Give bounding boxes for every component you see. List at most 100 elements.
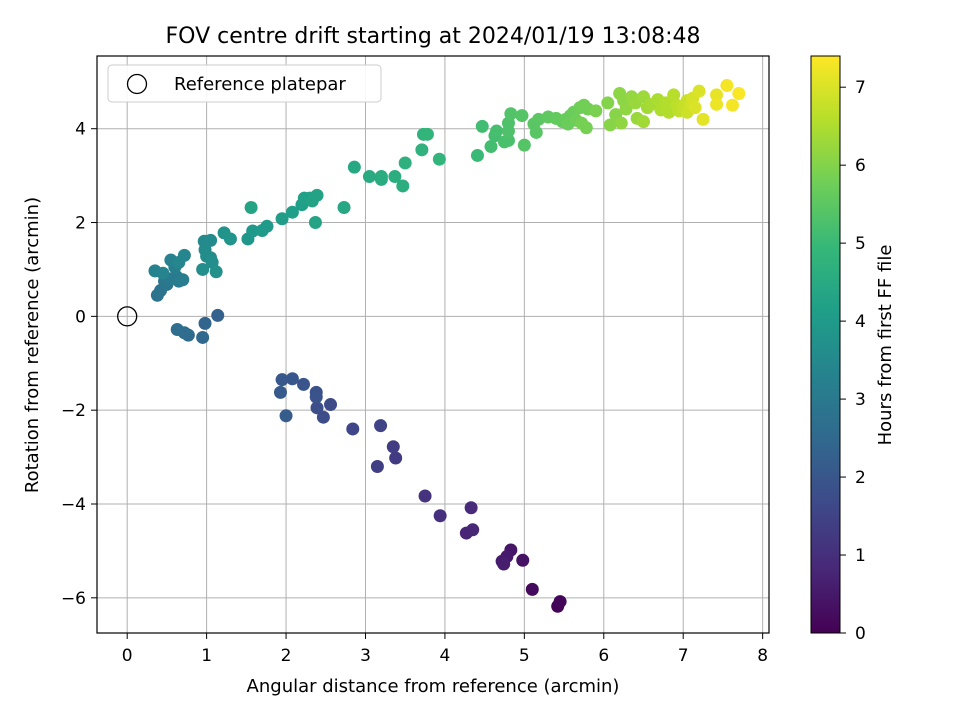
data-point-140 <box>696 112 710 126</box>
data-point-63 <box>285 205 299 219</box>
data-point-93 <box>517 138 531 152</box>
data-point-57 <box>223 232 237 246</box>
x-tick-label-0: 0 <box>122 646 133 666</box>
colorbar-gradient <box>810 55 841 634</box>
x-tick-label-7: 7 <box>678 646 689 666</box>
reference-platepar-marker <box>117 306 138 327</box>
data-point-96 <box>529 125 543 139</box>
data-point-85 <box>484 140 498 154</box>
data-point-11 <box>433 509 447 523</box>
data-point-75 <box>374 170 388 184</box>
data-point-55 <box>209 265 223 279</box>
data-point-20 <box>310 401 324 415</box>
data-point-87 <box>490 124 504 138</box>
data-point-76 <box>388 170 402 184</box>
x-tick-label-4: 4 <box>440 646 451 666</box>
data-point-71 <box>337 201 351 215</box>
data-point-15 <box>370 459 384 473</box>
data-point-16 <box>374 419 388 433</box>
x-axis-label: Angular distance from reference (arcmin) <box>247 676 620 697</box>
data-point-79 <box>415 143 429 157</box>
data-point-138 <box>688 101 702 115</box>
data-point-118 <box>619 102 633 116</box>
data-point-45 <box>156 266 170 280</box>
colorbar-tick-label-0: 0 <box>855 624 866 644</box>
grid-lines <box>97 56 769 633</box>
data-point-61 <box>260 219 274 233</box>
data-point-81 <box>420 127 434 141</box>
y-tick-label-2: 2 <box>75 214 86 234</box>
legend-box <box>107 64 382 103</box>
colorbar: 0 1 2 3 4 5 6 7 Hours from first FF file <box>810 55 896 644</box>
data-point-142 <box>710 97 724 111</box>
data-point-54 <box>196 262 210 276</box>
legend-marker-open-circle <box>126 73 148 95</box>
data-point-62 <box>275 212 289 226</box>
data-point-33 <box>170 322 184 336</box>
colorbar-tick-label-7: 7 <box>855 78 866 98</box>
data-point-117 <box>614 116 628 130</box>
x-tick-label-2: 2 <box>281 646 292 666</box>
chart-title: FOV centre drift starting at 2024/01/19 … <box>166 24 701 49</box>
colorbar-label: Hours from first FF file <box>875 245 896 446</box>
legend: Reference platepar <box>107 64 382 103</box>
data-point-113 <box>603 118 617 132</box>
y-tick-label-0: 0 <box>75 307 86 327</box>
data-point-78 <box>398 156 412 170</box>
data-point-24 <box>285 372 299 386</box>
x-tick-label-3: 3 <box>360 646 371 666</box>
y-tick-label-4: 4 <box>75 120 86 140</box>
data-point-25 <box>275 373 289 387</box>
data-point-77 <box>396 179 410 193</box>
data-point-91 <box>501 124 515 138</box>
y-axis-ticks: −6 −4 −2 0 2 4 <box>61 120 97 609</box>
data-point-143 <box>720 79 734 93</box>
data-point-59 <box>246 224 260 238</box>
data-point-12 <box>418 489 432 503</box>
data-point-92 <box>504 107 518 121</box>
x-tick-label-5: 5 <box>519 646 530 666</box>
data-point-14 <box>386 440 400 454</box>
data-point-19 <box>316 410 330 424</box>
y-axis-label: Rotation from reference (arcmin) <box>22 197 43 493</box>
data-point-84 <box>475 119 489 133</box>
data-point-23 <box>297 377 311 391</box>
colorbar-tick-label-2: 2 <box>855 468 866 488</box>
data-point-73 <box>362 170 376 184</box>
x-tick-label-6: 6 <box>598 646 609 666</box>
colorbar-ticks: 0 1 2 3 4 5 6 7 <box>840 78 866 644</box>
data-point-41 <box>176 273 190 287</box>
data-point-28 <box>211 308 225 322</box>
x-tick-label-1: 1 <box>201 646 212 666</box>
data-point-10 <box>464 501 478 515</box>
data-point-47 <box>177 248 191 262</box>
data-point-141 <box>710 88 724 102</box>
data-point-70 <box>244 201 258 215</box>
colorbar-tick-label-3: 3 <box>855 390 866 410</box>
data-point-17 <box>346 422 360 436</box>
x-axis-ticks: 0 1 2 3 4 5 6 7 8 <box>122 633 768 666</box>
data-point-1 <box>553 595 567 609</box>
data-point-18 <box>324 398 338 412</box>
data-point-144 <box>725 98 739 112</box>
data-point-3 <box>516 553 530 567</box>
data-point-27 <box>279 409 293 423</box>
data-point-2 <box>525 582 539 596</box>
data-point-145 <box>732 87 746 101</box>
data-point-124 <box>636 115 650 129</box>
data-point-111 <box>589 104 603 118</box>
data-point-94 <box>515 109 529 123</box>
colorbar-tick-label-6: 6 <box>855 156 866 176</box>
data-point-89 <box>501 133 515 147</box>
data-point-9 <box>466 523 480 537</box>
legend-label-reference-platepar: Reference platepar <box>174 74 346 95</box>
y-tick-label--4: −4 <box>61 495 86 515</box>
data-point-68 <box>310 188 324 202</box>
data-point-49 <box>204 233 218 247</box>
y-tick-label--6: −6 <box>61 589 86 609</box>
data-point-139 <box>692 84 706 98</box>
data-point-26 <box>273 385 287 399</box>
data-points <box>117 79 746 613</box>
